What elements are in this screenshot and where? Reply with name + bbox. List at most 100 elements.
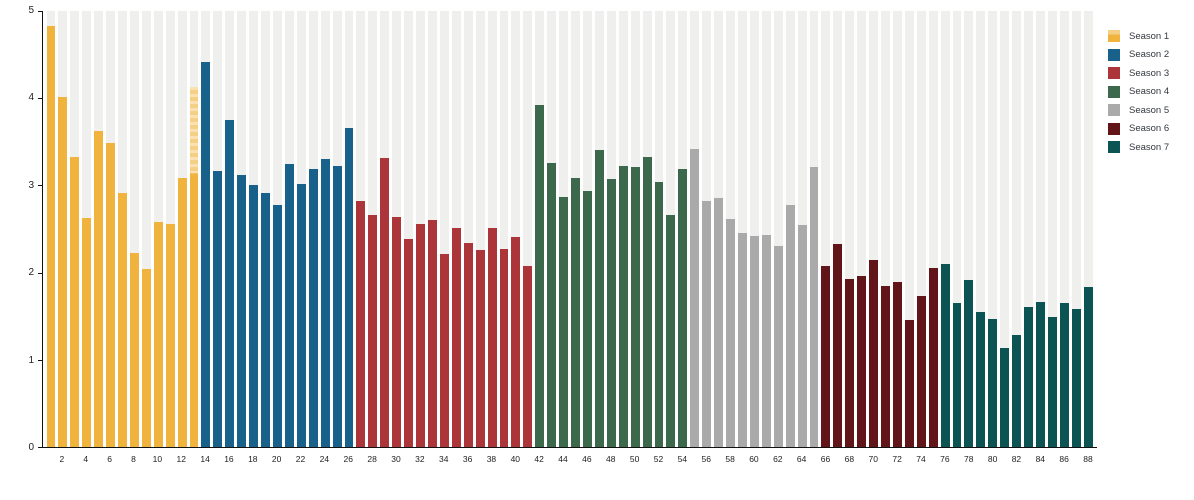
- bar-slot-45: [570, 11, 582, 447]
- x-tick-label: 10: [152, 454, 163, 464]
- bar-slot-6: [105, 11, 117, 447]
- x-tick-label: 52: [653, 454, 664, 464]
- bar-slot-25: [331, 11, 343, 447]
- season-1-bar-episode-10: [153, 222, 163, 447]
- background-stripe: [892, 11, 902, 447]
- bar-slot-62: [772, 11, 784, 447]
- season-2-bar-episode-16: [225, 120, 235, 447]
- legend-item-season-6: Season 6: [1108, 120, 1169, 139]
- season-1-bar-episode-8: [129, 253, 139, 447]
- y-tick-label: 0: [28, 442, 34, 453]
- x-tick-label: 50: [629, 454, 640, 464]
- bar-slot-27: [355, 11, 367, 447]
- bar-slot-87: [1070, 11, 1082, 447]
- season-7-bar-episode-81: [1000, 348, 1010, 447]
- bar-slot-1: [45, 11, 57, 447]
- season-4-bar-episode-54: [678, 168, 688, 447]
- bar-slot-51: [641, 11, 653, 447]
- season-1-bar-episode-7: [118, 193, 127, 447]
- season-6-bar-episode-68: [845, 278, 855, 447]
- bar-slot-9: [140, 11, 152, 447]
- x-tick-label: 38: [486, 454, 497, 464]
- season-6-bar-episode-70: [869, 260, 879, 447]
- background-stripe: [988, 11, 998, 447]
- bar-slot-20: [272, 11, 284, 447]
- x-tick-label: 56: [701, 454, 711, 464]
- x-tick-label: 86: [1059, 454, 1069, 464]
- bar-slot-5: [93, 11, 105, 447]
- x-tick-label: 18: [248, 454, 258, 464]
- season-4-bar-episode-44: [559, 196, 569, 447]
- background-stripe: [857, 11, 867, 447]
- season-7-bar-episode-78: [964, 280, 974, 447]
- season-6-bar-episode-71: [881, 285, 890, 447]
- background-stripe: [463, 11, 473, 447]
- background-stripe: [749, 11, 759, 447]
- season-3-bar-episode-31: [404, 238, 414, 447]
- background-stripe: [940, 11, 950, 447]
- bar-slot-57: [713, 11, 725, 447]
- season-2-bar-episode-25: [332, 166, 342, 447]
- bar-slot-7: [117, 11, 129, 447]
- background-stripe: [976, 11, 986, 447]
- background-stripe: [511, 11, 521, 447]
- season-1-bar-episode-12: [177, 178, 187, 447]
- season-2-bar-episode-21: [284, 163, 294, 447]
- bar-slot-40: [510, 11, 522, 447]
- season-6-bar-episode-73: [904, 319, 914, 447]
- background-stripe: [523, 11, 533, 447]
- bar-slot-18: [248, 11, 260, 447]
- background-stripe: [869, 11, 879, 447]
- bar-slot-44: [558, 11, 570, 447]
- season-7-bar-episode-80: [988, 318, 998, 447]
- legend-swatch: [1108, 85, 1120, 98]
- x-tick-label: 80: [987, 454, 998, 464]
- bar-slot-71: [880, 11, 892, 447]
- bar-slot-66: [820, 11, 832, 447]
- season-5-bar-episode-58: [726, 219, 735, 447]
- legend-label: Season 5: [1129, 104, 1170, 116]
- season-3-bar-episode-39: [499, 249, 509, 447]
- x-tick-label: 36: [462, 454, 473, 464]
- season-4-bar-episode-48: [606, 179, 616, 447]
- x-tick-label: 74: [916, 454, 926, 464]
- legend-label: Season 6: [1129, 123, 1170, 135]
- season-5-bar-episode-63: [785, 205, 795, 447]
- bar-slot-86: [1058, 11, 1070, 447]
- bar-slot-38: [486, 11, 498, 447]
- bar-slot-52: [653, 11, 665, 447]
- bar-slot-65: [808, 11, 820, 447]
- x-tick-label: 34: [438, 454, 449, 464]
- background-stripe: [1071, 11, 1081, 447]
- season-3-bar-episode-27: [356, 201, 366, 447]
- bar-slot-15: [212, 11, 224, 447]
- x-tick-label: 40: [510, 454, 521, 464]
- bar-slot-48: [605, 11, 617, 447]
- legend-swatch: [1108, 48, 1120, 61]
- x-tick-label: 32: [415, 454, 425, 464]
- x-tick-label: 62: [773, 454, 783, 464]
- bar-slot-21: [283, 11, 295, 447]
- season-2-bar-episode-22: [296, 183, 306, 447]
- bar-slot-61: [760, 11, 772, 447]
- bar-slot-53: [665, 11, 677, 447]
- x-tick-label: 24: [319, 454, 330, 464]
- bar-slot-33: [427, 11, 439, 447]
- bar-slot-13: [188, 11, 200, 447]
- season-5-bar-episode-62: [773, 246, 783, 447]
- season-5-bar-episode-59: [737, 233, 747, 447]
- x-tick-label: 42: [534, 454, 544, 464]
- bar-slot-67: [832, 11, 844, 447]
- bar-slot-50: [629, 11, 641, 447]
- bars-container: [45, 11, 1094, 447]
- season-6-bar-episode-72: [892, 282, 902, 447]
- bar-slot-42: [534, 11, 546, 447]
- x-tick-label: 64: [796, 454, 807, 464]
- bar-slot-10: [152, 11, 164, 447]
- season-5-bar-episode-60: [749, 235, 759, 447]
- season-3-bar-episode-40: [511, 236, 521, 447]
- x-tick-label: 20: [271, 454, 282, 464]
- bar-slot-31: [403, 11, 415, 447]
- x-tick-label: 26: [343, 454, 353, 464]
- season-6-bar-episode-69: [857, 276, 867, 447]
